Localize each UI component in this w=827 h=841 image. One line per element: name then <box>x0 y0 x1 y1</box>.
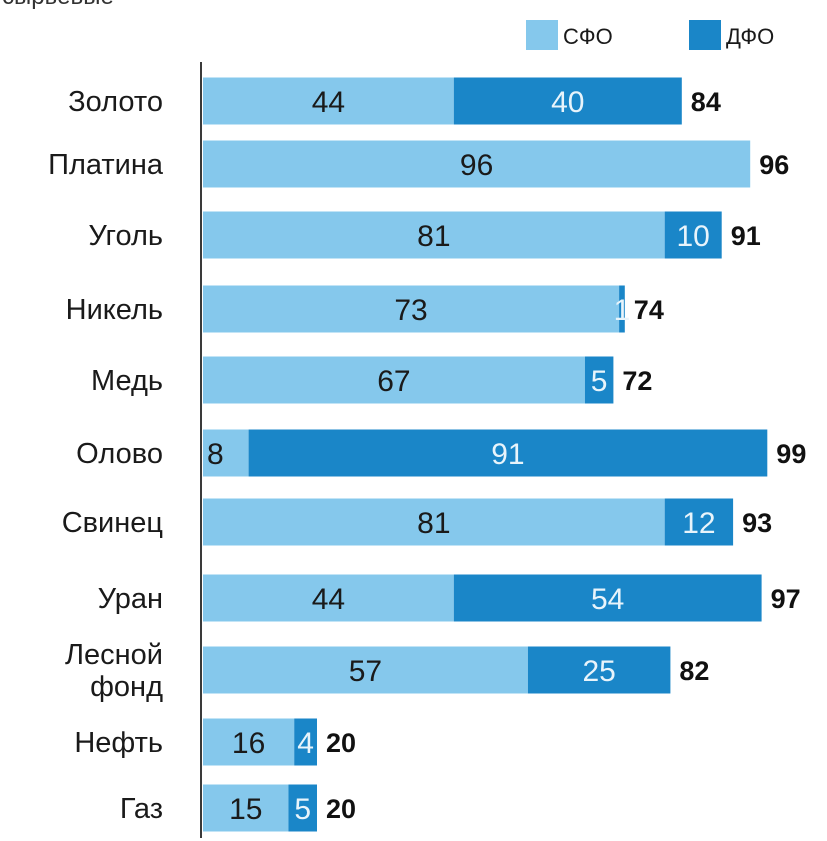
legend-swatch-sfo <box>526 20 558 50</box>
bar-sfo <box>203 429 249 477</box>
total-label: 84 <box>691 87 721 117</box>
bar-dfo <box>453 574 762 622</box>
category-label: Медь <box>91 365 163 397</box>
bar-sfo <box>203 77 454 125</box>
total-label: 74 <box>634 295 664 325</box>
bar-dfo <box>619 285 625 333</box>
category-label: Уран <box>98 583 163 615</box>
bar-sfo <box>203 718 295 766</box>
value-label-dfo: 5 <box>294 793 311 826</box>
bar-sfo <box>203 285 620 333</box>
total-label: 91 <box>731 221 761 251</box>
total-label: 82 <box>679 656 709 686</box>
category-label: Свинец <box>62 507 163 539</box>
total-label: 20 <box>326 794 356 824</box>
value-label-sfo: 15 <box>229 793 262 826</box>
category-label: Лесной <box>65 639 163 671</box>
value-label-dfo: 12 <box>682 507 715 540</box>
value-label-sfo: 57 <box>349 655 382 688</box>
total-label: 97 <box>771 584 801 614</box>
category-label: Нефть <box>74 727 163 759</box>
category-label: Никель <box>66 294 163 326</box>
value-label-dfo: 4 <box>297 727 314 760</box>
legend: СФО ДФО <box>526 20 774 50</box>
total-label: 99 <box>776 439 806 469</box>
bar-dfo <box>664 211 722 259</box>
bar-dfo <box>288 784 317 832</box>
bar-dfo <box>248 429 768 477</box>
total-label: 72 <box>622 366 652 396</box>
value-label-dfo: 1 <box>614 294 631 327</box>
bar-dfo <box>294 718 317 766</box>
value-label-dfo: 91 <box>491 438 524 471</box>
bar-sfo <box>203 140 751 188</box>
legend-swatch-dfo <box>689 20 721 50</box>
category-label: Олово <box>76 438 163 470</box>
bar-sfo <box>203 498 665 546</box>
value-label-sfo: 8 <box>207 438 224 471</box>
value-label-dfo: 54 <box>591 583 624 616</box>
bar-sfo <box>203 211 665 259</box>
value-label-sfo: 81 <box>417 507 450 540</box>
value-label-sfo: 44 <box>312 583 345 616</box>
bar-sfo <box>203 574 454 622</box>
value-label-dfo: 10 <box>677 220 710 253</box>
value-label-dfo: 25 <box>582 655 615 688</box>
value-label-dfo: 40 <box>551 86 584 119</box>
category-label: фонд <box>90 671 163 703</box>
value-label-sfo: 81 <box>417 220 450 253</box>
bar-dfo <box>527 646 671 694</box>
category-label: Платина <box>48 149 164 181</box>
bar-sfo <box>203 356 585 404</box>
value-label-sfo: 16 <box>232 727 265 760</box>
category-label: Золото <box>68 86 163 118</box>
bar-dfo <box>584 356 614 404</box>
bar-sfo <box>203 784 289 832</box>
total-label: 93 <box>742 508 772 538</box>
bar-dfo <box>453 77 682 125</box>
value-label-dfo: 5 <box>591 365 608 398</box>
value-label-sfo: 73 <box>394 294 427 327</box>
bar-dfo <box>664 498 734 546</box>
value-label-sfo: 67 <box>377 365 410 398</box>
category-label: Уголь <box>88 220 163 252</box>
value-label-sfo: 44 <box>312 86 345 119</box>
bar-sfo <box>203 646 528 694</box>
legend-label-sfo: СФО <box>563 24 613 49</box>
value-label-sfo: 96 <box>460 149 493 182</box>
top-fragment-text: сырьевые <box>2 0 114 10</box>
total-label: 20 <box>326 728 356 758</box>
category-label: Газ <box>120 793 163 825</box>
legend-label-dfo: ДФО <box>726 24 774 49</box>
total-label: 96 <box>759 150 789 180</box>
